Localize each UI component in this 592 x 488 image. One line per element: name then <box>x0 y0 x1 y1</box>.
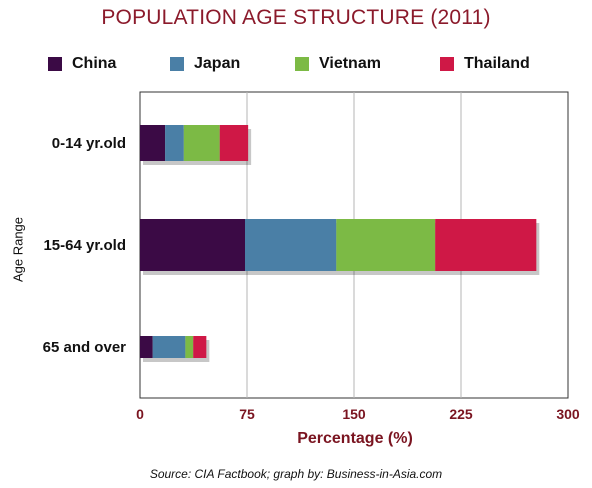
bar-vietnam-1 <box>336 219 436 271</box>
bar-japan-2 <box>152 336 186 358</box>
bar-china-0 <box>140 125 166 161</box>
x-tick-label: 150 <box>342 406 366 422</box>
chart-title: POPULATION AGE STRUCTURE (2011) <box>101 6 491 29</box>
legend-label-vietnam: Vietnam <box>319 55 381 72</box>
bar-vietnam-0 <box>183 125 220 161</box>
bar-thailand-0 <box>219 125 249 161</box>
bar-japan-0 <box>165 125 184 161</box>
x-tick-label: 75 <box>239 406 255 422</box>
bar-china-2 <box>140 336 153 358</box>
bar-vietnam-2 <box>185 336 194 358</box>
legend-swatch-japan <box>170 57 184 71</box>
x-tick-label: 225 <box>449 406 473 422</box>
source-note: Source: CIA Factbook; graph by: Business… <box>149 467 443 481</box>
legend-swatch-china <box>48 57 62 71</box>
legend-item-vietnam: Vietnam <box>295 54 381 74</box>
x-tick-label: 300 <box>556 406 580 422</box>
legend-swatch-vietnam <box>295 57 309 71</box>
legend: China Japan Vietnam Thailand <box>0 54 592 74</box>
bar-thailand-1 <box>435 219 537 271</box>
legend-label-thailand: Thailand <box>464 55 530 72</box>
bar-china-1 <box>140 219 246 271</box>
category-label: 15-64 yr.old <box>43 237 126 254</box>
legend-item-japan: Japan <box>170 54 240 74</box>
category-label: 65 and over <box>43 339 127 356</box>
bar-japan-1 <box>245 219 337 271</box>
category-label: 0-14 yr.old <box>52 135 126 152</box>
legend-swatch-thailand <box>440 57 454 71</box>
bar-thailand-2 <box>193 336 207 358</box>
y-axis-label: Age Range <box>10 216 26 283</box>
x-tick-label: 0 <box>136 406 144 422</box>
legend-label-japan: Japan <box>194 55 241 72</box>
legend-label-china: China <box>72 55 117 72</box>
legend-item-thailand: Thailand <box>440 54 530 74</box>
legend-item-china: China <box>48 54 116 74</box>
x-axis-label: Percentage (%) <box>297 430 413 447</box>
